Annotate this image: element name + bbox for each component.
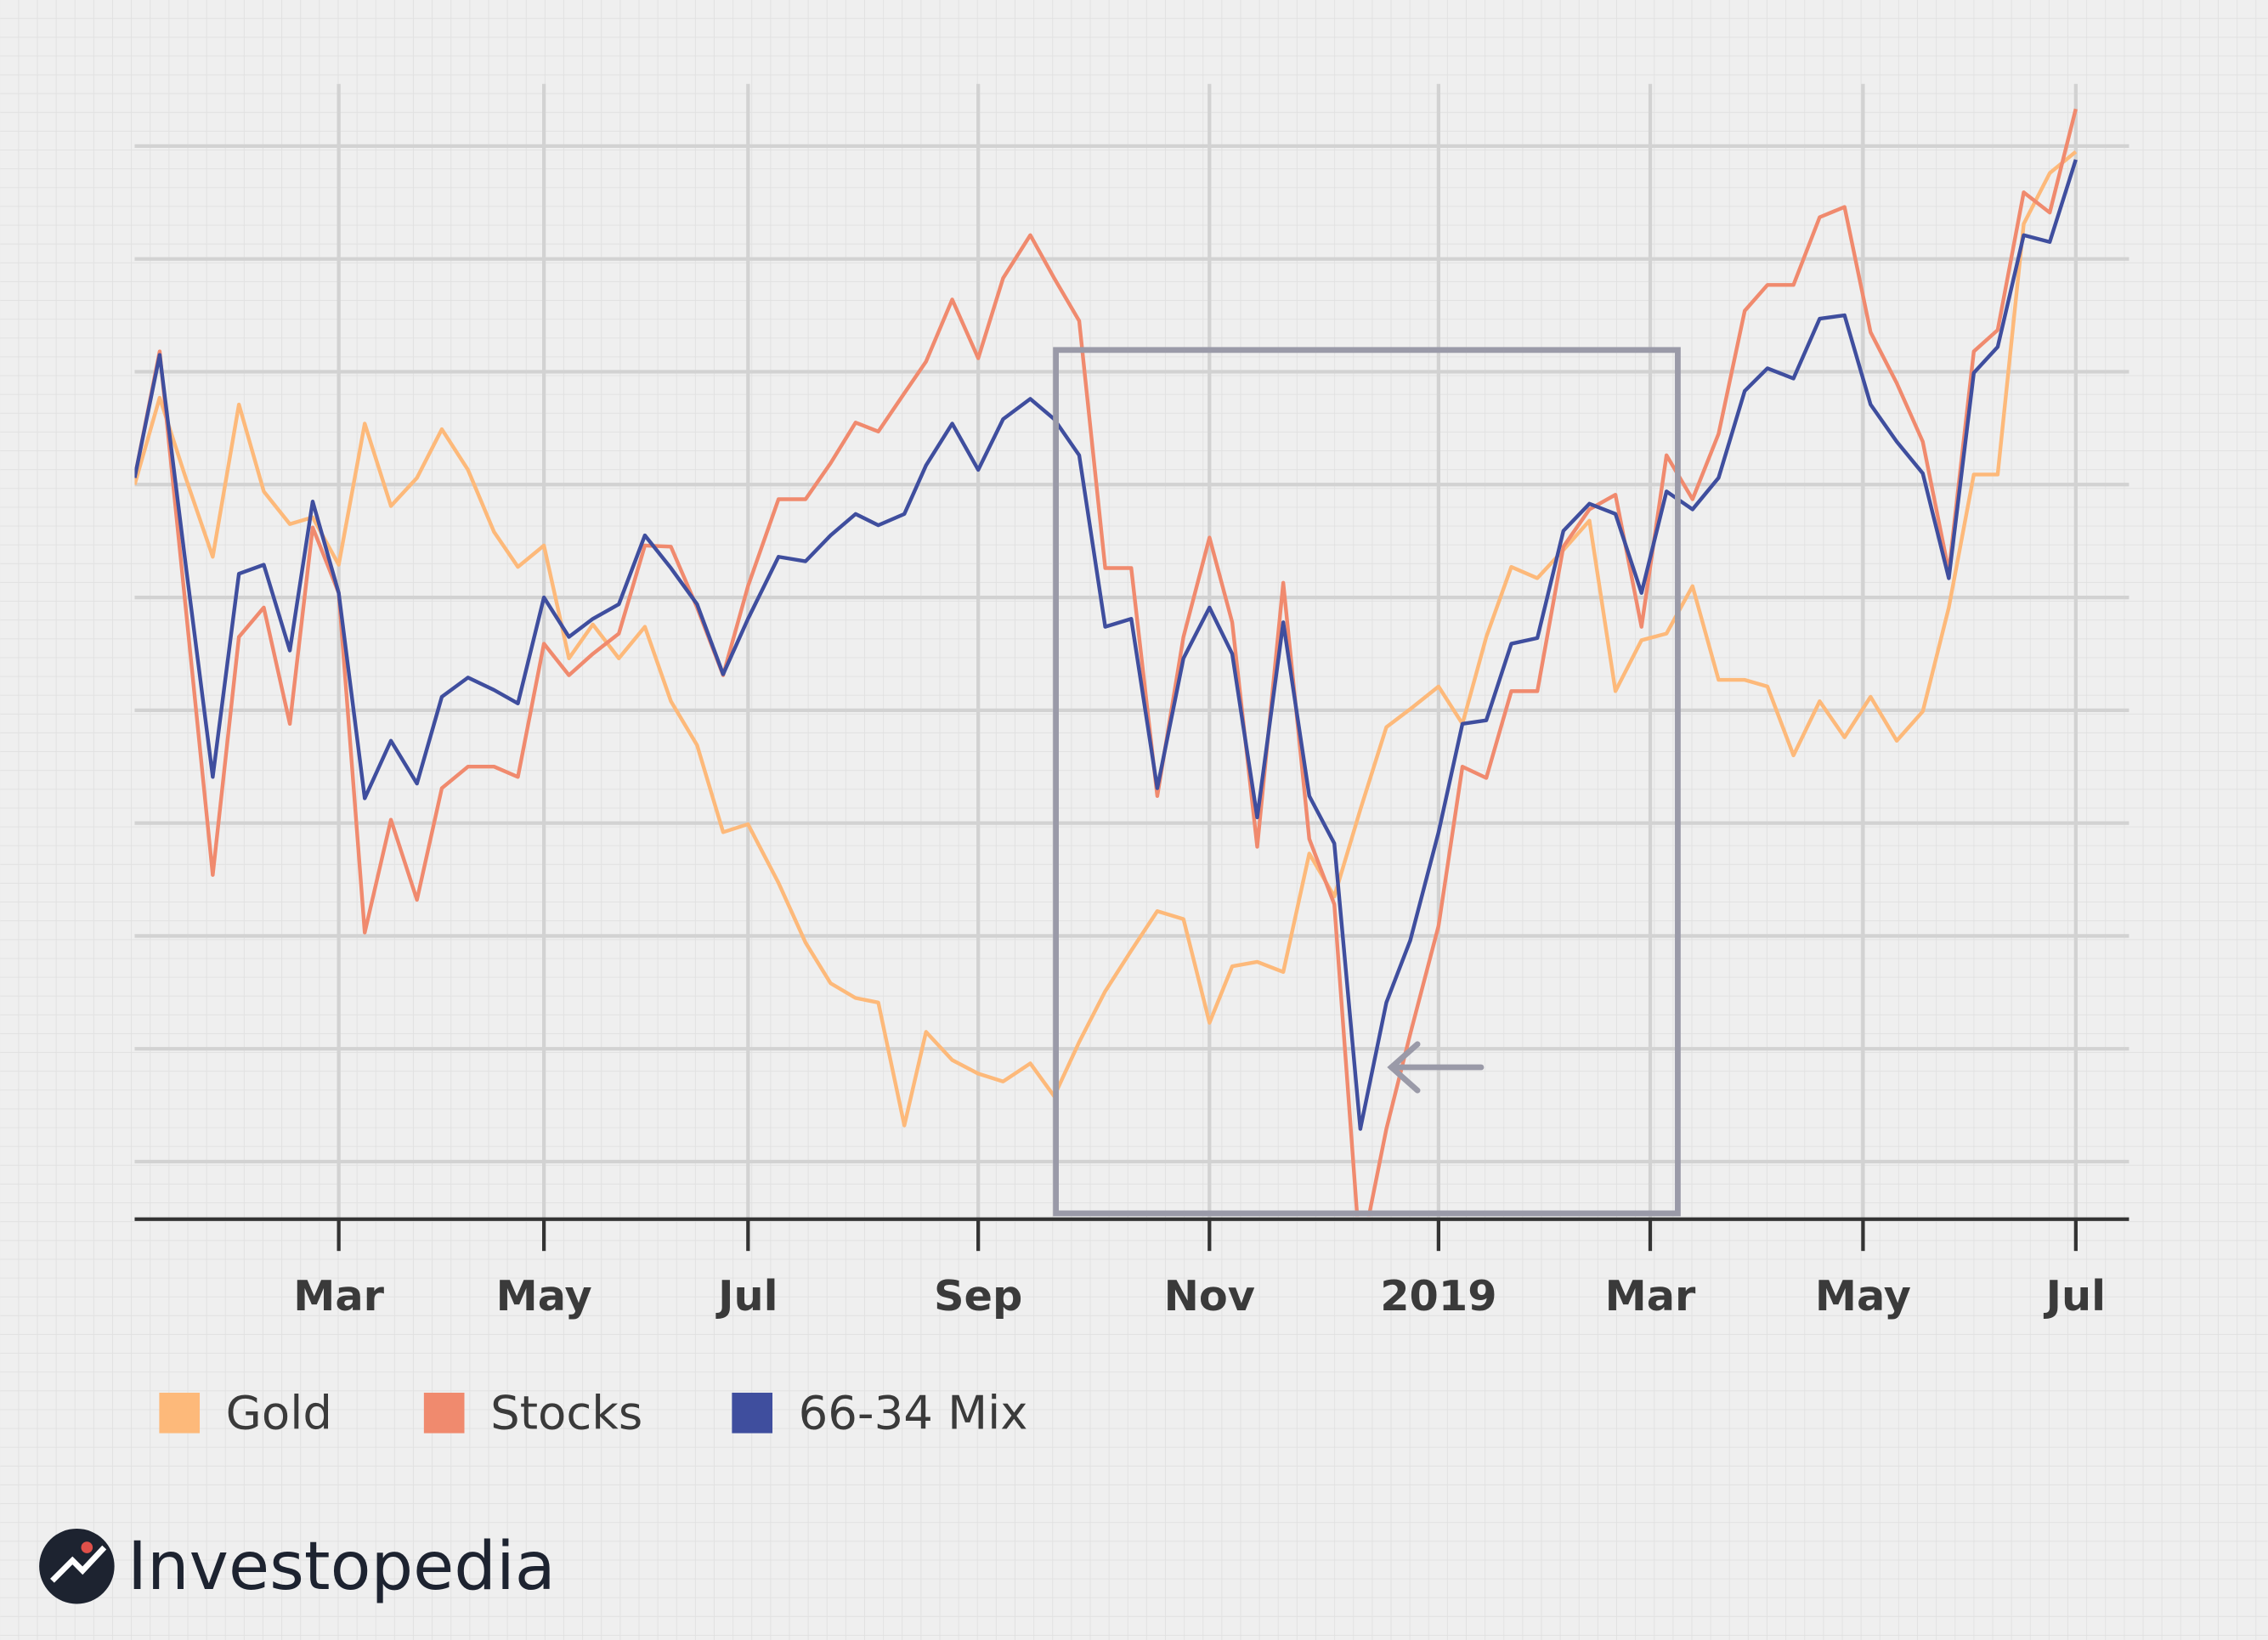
x-tick-label: Jul (2044, 1271, 2106, 1320)
x-tick-label: 2019 (1380, 1271, 1496, 1320)
highlight-box (1053, 347, 1681, 1217)
brand-name: Investopedia (127, 1528, 556, 1605)
legend-label: Stocks (490, 1385, 642, 1439)
legend-swatch (159, 1392, 201, 1434)
series-line (134, 150, 2078, 1128)
legend-label: 66-34 Mix (799, 1385, 1028, 1439)
x-tick-label: Mar (293, 1271, 384, 1320)
plot-area (134, 108, 2078, 1217)
series-line (134, 108, 2078, 1217)
legend-swatch (732, 1392, 773, 1434)
x-tick-label: May (496, 1271, 592, 1320)
x-tick-label: Jul (715, 1271, 778, 1320)
legend: Gold Stocks 66-34 Mix (159, 1385, 1028, 1439)
legend-label: Gold (226, 1385, 332, 1439)
logo: Investopedia (39, 1528, 556, 1605)
axes: Mar May Jul Sep Nov 2019 Mar May Jul (134, 1217, 2129, 1320)
x-tick-label: Mar (1605, 1271, 1696, 1320)
series-line (134, 159, 2078, 1131)
x-tick-label: Nov (1164, 1271, 1255, 1320)
x-tick-label: Sep (934, 1271, 1022, 1320)
legend-swatch (423, 1392, 465, 1434)
x-tick-label: May (1815, 1271, 1911, 1320)
arrow (1387, 1041, 1485, 1094)
